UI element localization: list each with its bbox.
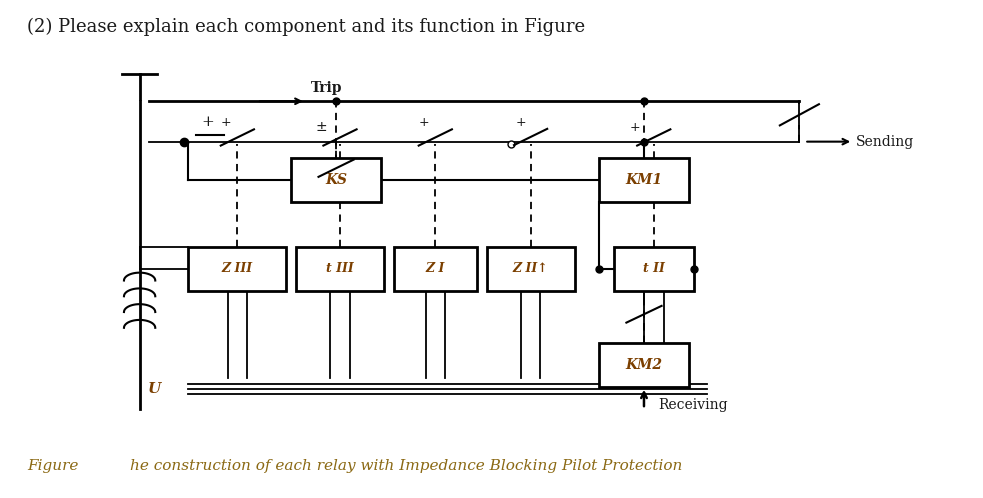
Bar: [394, 247, 477, 291]
Text: t III: t III: [326, 262, 354, 275]
Bar: [599, 158, 689, 202]
Bar: [296, 247, 384, 291]
Text: Figure: Figure: [28, 459, 79, 473]
Text: +: +: [220, 116, 231, 129]
Text: Z III: Z III: [222, 262, 253, 275]
Text: ±: ±: [316, 120, 327, 134]
Bar: [189, 247, 286, 291]
Text: Z II↑: Z II↑: [513, 262, 549, 275]
Text: KS: KS: [325, 173, 347, 187]
Text: he construction of each relay with Impedance Blocking Pilot Protection: he construction of each relay with Imped…: [130, 459, 682, 473]
Text: Sending: Sending: [856, 134, 914, 148]
Text: KM2: KM2: [625, 358, 663, 372]
Text: U: U: [147, 382, 161, 396]
Text: +: +: [629, 121, 640, 134]
Text: t II: t II: [643, 262, 665, 275]
Bar: [291, 158, 381, 202]
Text: Z I: Z I: [426, 262, 445, 275]
Text: +: +: [515, 116, 526, 129]
Text: KM1: KM1: [625, 173, 663, 187]
Text: +: +: [202, 116, 214, 129]
Text: +: +: [418, 116, 429, 129]
Bar: [487, 247, 575, 291]
Text: (2) Please explain each component and its function in Figure: (2) Please explain each component and it…: [28, 17, 585, 36]
Text: Trip: Trip: [311, 81, 342, 95]
Bar: [599, 343, 689, 387]
Text: Receiving: Receiving: [659, 398, 728, 412]
Bar: [613, 247, 694, 291]
